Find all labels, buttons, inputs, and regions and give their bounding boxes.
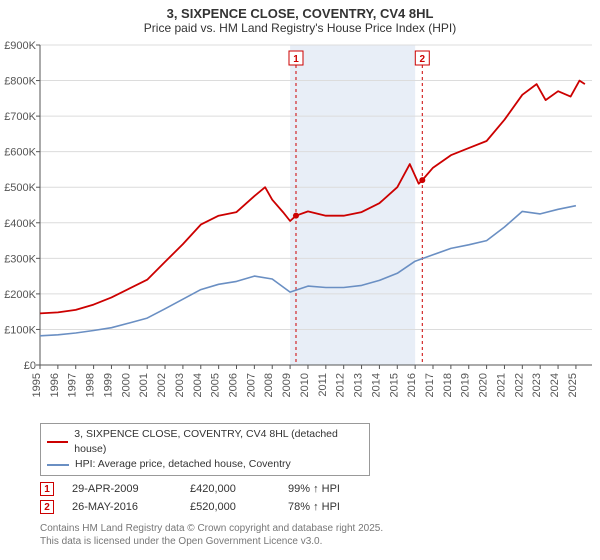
svg-text:2012: 2012 bbox=[335, 373, 347, 397]
svg-text:2019: 2019 bbox=[460, 373, 472, 397]
legend-swatch-subject bbox=[47, 441, 68, 443]
legend: 3, SIXPENCE CLOSE, COVENTRY, CV4 8HL (de… bbox=[40, 423, 370, 476]
svg-text:2008: 2008 bbox=[263, 373, 275, 397]
svg-text:2009: 2009 bbox=[281, 373, 293, 397]
svg-text:£400K: £400K bbox=[4, 218, 36, 230]
svg-text:1: 1 bbox=[293, 54, 299, 65]
sale-pct-1: 99% ↑ HPI bbox=[288, 483, 388, 495]
svg-text:1995: 1995 bbox=[31, 373, 43, 397]
chart-area: £0 £100K £200K £300K £400K £500K £600K £700K £80… bbox=[0, 37, 600, 417]
svg-text:£500K: £500K bbox=[4, 182, 36, 194]
attribution-line-2: This data is licensed under the Open Gov… bbox=[40, 535, 600, 548]
legend-label-subject: 3, SIXPENCE CLOSE, COVENTRY, CV4 8HL (de… bbox=[74, 427, 363, 457]
svg-text:2015: 2015 bbox=[388, 373, 400, 397]
svg-text:2017: 2017 bbox=[424, 373, 436, 397]
svg-text:2000: 2000 bbox=[120, 373, 132, 397]
svg-text:2023: 2023 bbox=[531, 373, 543, 397]
svg-text:2004: 2004 bbox=[192, 373, 204, 397]
svg-text:2006: 2006 bbox=[228, 373, 240, 397]
svg-text:1997: 1997 bbox=[67, 373, 79, 397]
sales-table: 1 29-APR-2009 £420,000 99% ↑ HPI 2 26-MA… bbox=[40, 480, 600, 516]
svg-text:£900K: £900K bbox=[4, 40, 36, 52]
sale-date-1: 29-APR-2009 bbox=[72, 483, 172, 495]
legend-label-hpi: HPI: Average price, detached house, Cove… bbox=[75, 457, 291, 472]
svg-text:2003: 2003 bbox=[174, 373, 186, 397]
sale-price-1: £420,000 bbox=[190, 483, 270, 495]
svg-text:1996: 1996 bbox=[49, 373, 61, 397]
svg-text:2020: 2020 bbox=[478, 373, 490, 397]
svg-text:£200K: £200K bbox=[4, 289, 36, 301]
svg-text:1998: 1998 bbox=[85, 373, 97, 397]
svg-text:£600K: £600K bbox=[4, 147, 36, 159]
svg-text:1999: 1999 bbox=[102, 373, 114, 397]
attribution: Contains HM Land Registry data © Crown c… bbox=[40, 522, 600, 548]
sale-row-2: 2 26-MAY-2016 £520,000 78% ↑ HPI bbox=[40, 498, 600, 516]
title-line-2: Price paid vs. HM Land Registry's House … bbox=[0, 21, 600, 35]
svg-text:£800K: £800K bbox=[4, 76, 36, 88]
attribution-line-1: Contains HM Land Registry data © Crown c… bbox=[40, 522, 600, 535]
sale-marker-2: 2 bbox=[40, 500, 54, 514]
svg-text:2001: 2001 bbox=[138, 373, 150, 397]
sale-date-2: 26-MAY-2016 bbox=[72, 501, 172, 513]
sale-marker-1: 1 bbox=[40, 482, 54, 496]
svg-text:2016: 2016 bbox=[406, 373, 418, 397]
svg-text:£700K: £700K bbox=[4, 111, 36, 123]
legend-row-subject: 3, SIXPENCE CLOSE, COVENTRY, CV4 8HL (de… bbox=[47, 427, 363, 457]
chart-title-block: 3, SIXPENCE CLOSE, COVENTRY, CV4 8HL Pri… bbox=[0, 0, 600, 37]
svg-text:2024: 2024 bbox=[549, 373, 561, 397]
svg-text:2002: 2002 bbox=[156, 373, 168, 397]
svg-text:2: 2 bbox=[420, 54, 426, 65]
svg-text:2021: 2021 bbox=[495, 373, 507, 397]
svg-text:2018: 2018 bbox=[442, 373, 454, 397]
svg-text:2011: 2011 bbox=[317, 373, 329, 397]
svg-text:£0: £0 bbox=[24, 360, 36, 372]
svg-text:£300K: £300K bbox=[4, 253, 36, 265]
svg-text:2014: 2014 bbox=[370, 373, 382, 397]
svg-text:2013: 2013 bbox=[353, 373, 365, 397]
svg-text:£100K: £100K bbox=[4, 324, 36, 336]
sale-row-1: 1 29-APR-2009 £420,000 99% ↑ HPI bbox=[40, 480, 600, 498]
svg-text:2022: 2022 bbox=[513, 373, 525, 397]
svg-text:2010: 2010 bbox=[299, 373, 311, 397]
svg-text:2025: 2025 bbox=[567, 373, 579, 397]
legend-swatch-hpi bbox=[47, 464, 69, 466]
line-chart-svg: £0 £100K £200K £300K £400K £500K £600K £700K £80… bbox=[0, 37, 600, 417]
legend-row-hpi: HPI: Average price, detached house, Cove… bbox=[47, 457, 363, 472]
title-line-1: 3, SIXPENCE CLOSE, COVENTRY, CV4 8HL bbox=[0, 6, 600, 21]
svg-text:2007: 2007 bbox=[245, 373, 257, 397]
sale-pct-2: 78% ↑ HPI bbox=[288, 501, 388, 513]
sale-price-2: £520,000 bbox=[190, 501, 270, 513]
svg-text:2005: 2005 bbox=[210, 373, 222, 397]
